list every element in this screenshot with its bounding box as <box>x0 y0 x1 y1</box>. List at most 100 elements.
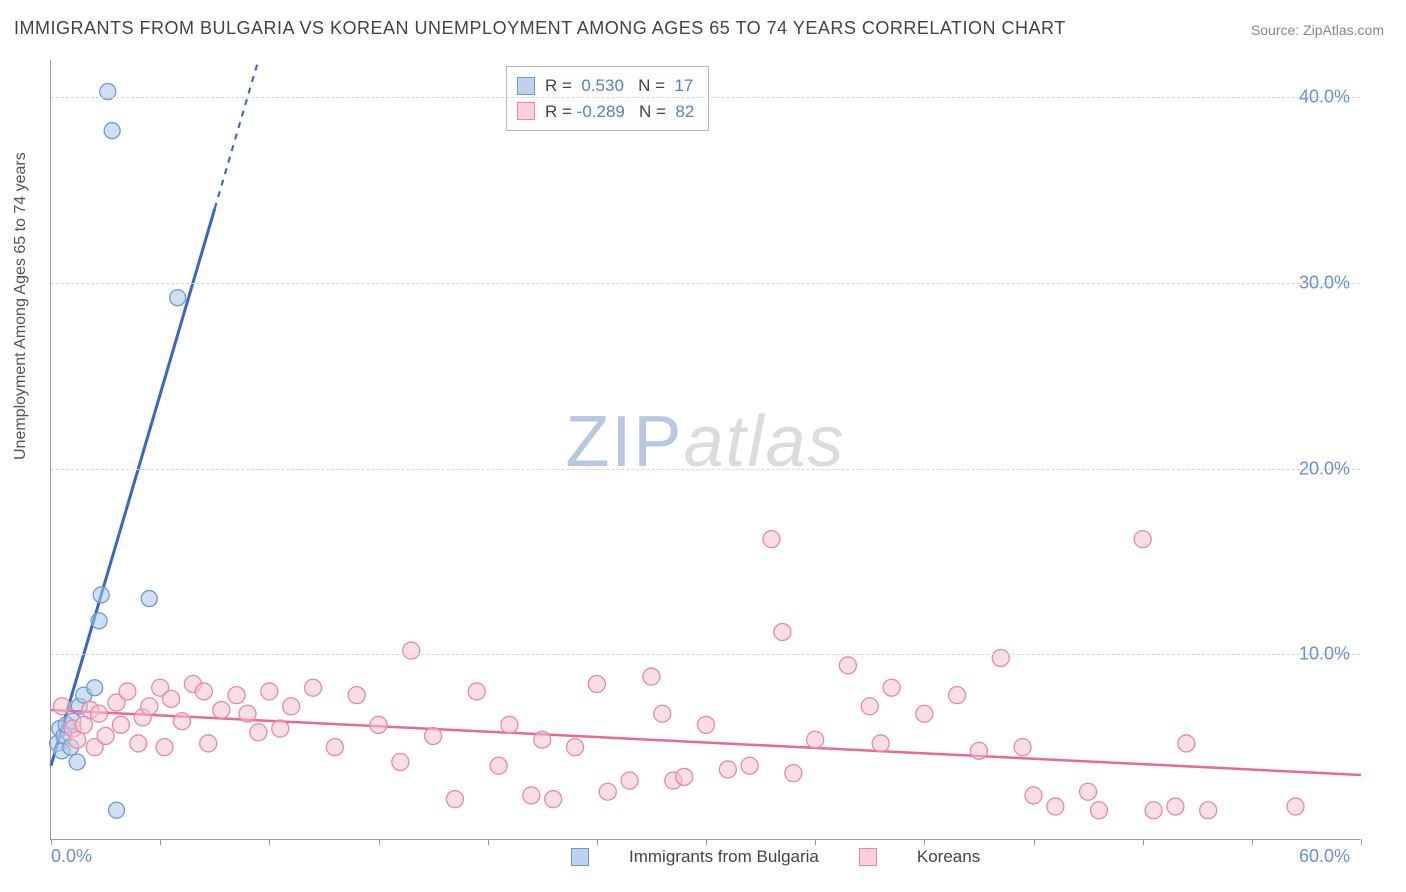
data-point <box>195 683 212 700</box>
data-point <box>763 531 780 548</box>
data-point <box>69 754 85 770</box>
data-point <box>130 735 147 752</box>
data-point <box>1200 802 1217 819</box>
data-point <box>91 613 107 629</box>
data-point <box>370 716 387 733</box>
data-point <box>104 123 120 139</box>
legend-swatch-koreans <box>859 848 877 866</box>
data-point <box>272 720 289 737</box>
data-point <box>599 783 616 800</box>
x-tick-max: 60.0% <box>1299 846 1350 867</box>
regression-line-dashed <box>215 60 259 209</box>
gridline <box>51 469 1360 470</box>
data-point <box>305 679 322 696</box>
x-tick-mark <box>1143 839 1144 845</box>
gridline <box>51 283 1360 284</box>
x-tick-mark <box>160 839 161 845</box>
legend-label-bulgaria: Immigrants from Bulgaria <box>629 847 819 867</box>
data-point <box>501 716 518 733</box>
data-point <box>1167 798 1184 815</box>
data-point <box>119 683 136 700</box>
data-point <box>643 668 660 685</box>
data-point <box>109 802 125 818</box>
x-tick-mark <box>815 839 816 845</box>
data-point <box>1145 802 1162 819</box>
scatter-plot: ZIPatlas R = 0.530 N = 17 R = -0.289 N =… <box>50 60 1360 840</box>
data-point <box>861 698 878 715</box>
data-point <box>163 690 180 707</box>
y-tick-label: 40.0% <box>1299 87 1350 108</box>
x-tick-mark <box>1034 839 1035 845</box>
data-point <box>97 728 114 745</box>
x-tick-mark <box>924 839 925 845</box>
data-point <box>446 791 463 808</box>
x-tick-min: 0.0% <box>51 846 92 867</box>
data-point <box>490 757 507 774</box>
plot-svg <box>51 60 1360 839</box>
x-tick-mark <box>706 839 707 845</box>
data-point <box>949 687 966 704</box>
series-legend: Immigrants from Bulgaria Koreans <box>571 847 980 867</box>
data-point <box>883 679 900 696</box>
data-point <box>141 698 158 715</box>
data-point <box>916 705 933 722</box>
data-point <box>839 657 856 674</box>
data-point <box>326 739 343 756</box>
data-point <box>91 705 108 722</box>
data-point <box>425 728 442 745</box>
data-point <box>112 716 129 733</box>
chart-title: IMMIGRANTS FROM BULGARIA VS KOREAN UNEMP… <box>14 18 1066 39</box>
data-point <box>1178 735 1195 752</box>
data-point <box>228 687 245 704</box>
data-point <box>698 716 715 733</box>
x-tick-mark <box>488 839 489 845</box>
data-point <box>741 757 758 774</box>
data-point <box>261 683 278 700</box>
data-point <box>785 765 802 782</box>
data-point <box>53 698 70 715</box>
data-point <box>588 676 605 693</box>
data-point <box>141 591 157 607</box>
data-point <box>807 731 824 748</box>
data-point <box>970 742 987 759</box>
y-axis-label: Unemployment Among Ages 65 to 74 years <box>12 152 30 460</box>
data-point <box>676 768 693 785</box>
data-point <box>403 642 420 659</box>
legend-swatch-bulgaria <box>571 848 589 866</box>
source-label: Source: ZipAtlas.com <box>1251 22 1384 38</box>
data-point <box>93 587 109 603</box>
gridline <box>51 97 1360 98</box>
x-tick-mark <box>269 839 270 845</box>
x-tick-mark <box>1361 839 1362 845</box>
y-tick-label: 30.0% <box>1299 272 1350 293</box>
data-point <box>250 724 267 741</box>
data-point <box>1014 739 1031 756</box>
data-point <box>283 698 300 715</box>
data-point <box>1134 531 1151 548</box>
data-point <box>872 735 889 752</box>
y-tick-label: 20.0% <box>1299 458 1350 479</box>
data-point <box>654 705 671 722</box>
data-point <box>1287 798 1304 815</box>
data-point <box>567 739 584 756</box>
data-point <box>392 754 409 771</box>
data-point <box>174 713 191 730</box>
data-point <box>200 735 217 752</box>
data-point <box>545 791 562 808</box>
data-point <box>1047 798 1064 815</box>
data-point <box>534 731 551 748</box>
data-point <box>213 702 230 719</box>
x-tick-mark <box>379 839 380 845</box>
data-point <box>468 683 485 700</box>
gridline <box>51 654 1360 655</box>
data-point <box>1080 783 1097 800</box>
data-point <box>523 787 540 804</box>
y-tick-label: 10.0% <box>1299 644 1350 665</box>
x-tick-mark <box>51 839 52 845</box>
data-point <box>156 739 173 756</box>
data-point <box>1091 802 1108 819</box>
x-tick-mark <box>1252 839 1253 845</box>
data-point <box>992 650 1009 667</box>
data-point <box>87 680 103 696</box>
data-point <box>1025 787 1042 804</box>
